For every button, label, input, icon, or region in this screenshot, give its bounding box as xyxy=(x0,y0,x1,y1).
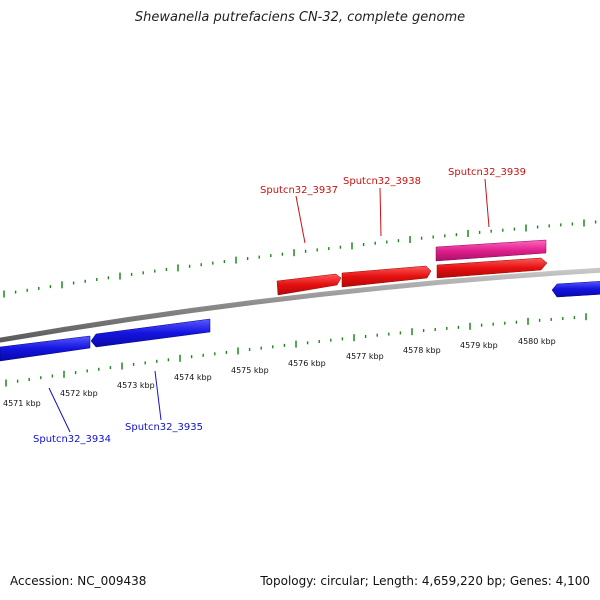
scale-label-4579: 4579 kbp xyxy=(460,341,498,350)
outer-tick-ring xyxy=(3,219,597,298)
inner-tick-ring xyxy=(5,313,587,387)
gene-sputcn32-3934[interactable] xyxy=(0,335,91,362)
scale-label-4576: 4576 kbp xyxy=(288,359,326,368)
gene-label-3939: Sputcn32_3939 xyxy=(448,167,526,178)
gene-sputcn32-3938[interactable] xyxy=(341,265,432,288)
scale-label-4574: 4574 kbp xyxy=(174,373,212,382)
scale-label-4577: 4577 kbp xyxy=(346,352,384,361)
gene-label-3935: Sputcn32_3935 xyxy=(125,422,203,433)
leader-line-3938 xyxy=(379,187,382,237)
gene-unlabeled-reverse[interactable] xyxy=(551,281,600,298)
gene-label-3934: Sputcn32_3934 xyxy=(33,434,111,445)
gene-label-3937: Sputcn32_3937 xyxy=(260,185,338,196)
genome-summary-text: Topology: circular; Length: 4,659,220 bp… xyxy=(260,574,590,588)
scale-labels: 4571 kbp 4572 kbp 4573 kbp 4574 kbp 4575… xyxy=(3,337,556,408)
leader-line-3937 xyxy=(295,195,306,244)
scale-label-4571: 4571 kbp xyxy=(3,399,41,408)
scale-label-4573: 4573 kbp xyxy=(117,381,155,390)
map-title: Shewanella putrefaciens CN-32, complete … xyxy=(134,10,466,25)
accession-text: Accession: NC_009438 xyxy=(10,574,147,588)
gene-sputcn32-3935[interactable] xyxy=(90,318,211,348)
leader-line-3939 xyxy=(484,178,490,228)
gene-sputcn32-3937[interactable] xyxy=(276,273,342,296)
gene-unlabeled-forward[interactable] xyxy=(436,257,548,279)
leader-line-3935 xyxy=(154,370,162,421)
scale-label-4580: 4580 kbp xyxy=(518,337,556,346)
gene-sputcn32-3939[interactable] xyxy=(435,239,547,262)
scale-label-4575: 4575 kbp xyxy=(231,366,269,375)
scale-label-4578: 4578 kbp xyxy=(403,346,441,355)
scale-label-4572: 4572 kbp xyxy=(60,389,98,398)
leader-line-3934 xyxy=(48,387,71,433)
gene-label-3938: Sputcn32_3938 xyxy=(343,176,421,187)
genome-backbone xyxy=(0,267,600,343)
